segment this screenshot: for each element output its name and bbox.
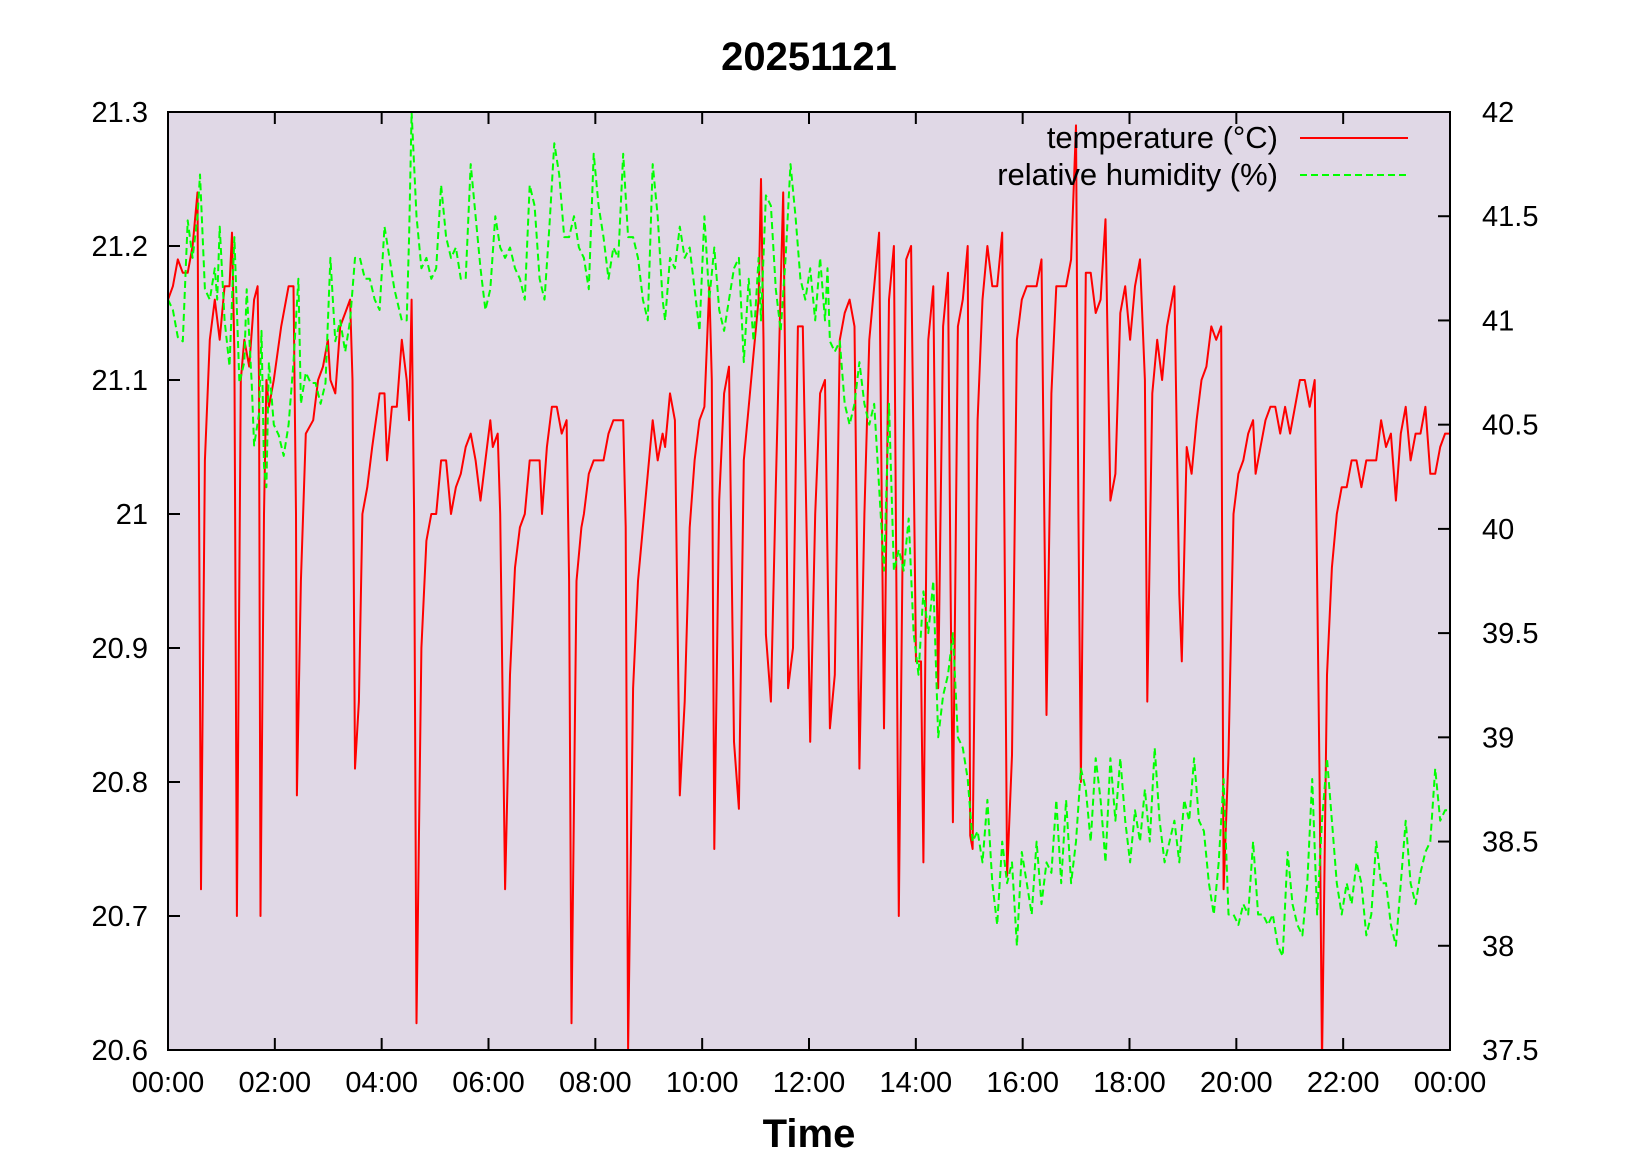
x-tick-label: 18:00 bbox=[1093, 1067, 1166, 1099]
y-tick-label: 21.3 bbox=[92, 97, 148, 129]
legend-label: relative humidity (%) bbox=[997, 157, 1278, 192]
legend-label: temperature (°C) bbox=[1047, 120, 1278, 155]
y2-tick-label: 39.5 bbox=[1482, 618, 1538, 650]
axes-layer: 00:00 02:00 04:00 06:00 08:00 10:00 12:00 14:00… bbox=[92, 97, 1539, 1099]
x-tick-label: 14:00 bbox=[880, 1067, 953, 1099]
chart-title: 20251121 bbox=[721, 35, 897, 79]
x-tick-label: 16:00 bbox=[986, 1067, 1059, 1099]
y2-tick-label: 40 bbox=[1482, 514, 1514, 546]
y2-tick-label: 41.5 bbox=[1482, 201, 1538, 233]
y-tick-label: 21.1 bbox=[92, 365, 148, 397]
x-tick-label: 20:00 bbox=[1200, 1067, 1273, 1099]
temperature-series-line bbox=[168, 124, 1450, 1050]
x-tick-label: 12:00 bbox=[773, 1067, 846, 1099]
y-tick-label: 21 bbox=[116, 499, 148, 531]
y-tick-label: 20.8 bbox=[92, 767, 148, 799]
x-tick-label: 00:00 bbox=[1414, 1067, 1487, 1099]
y2-tick-label: 39 bbox=[1482, 722, 1514, 754]
x-tick-label: 02:00 bbox=[239, 1067, 312, 1099]
x-tick-label: 22:00 bbox=[1307, 1067, 1380, 1099]
y2-tick-label: 38 bbox=[1482, 931, 1514, 963]
x-tick-label: 00:00 bbox=[132, 1067, 205, 1099]
x-tick-label: 10:00 bbox=[666, 1067, 739, 1099]
x-tick-label: 08:00 bbox=[559, 1067, 632, 1099]
y-tick-label: 20.6 bbox=[92, 1035, 148, 1067]
x-axis-label: Time bbox=[763, 1112, 856, 1155]
y2-tick-label: 41 bbox=[1482, 305, 1514, 337]
y-tick-label: 20.9 bbox=[92, 633, 148, 665]
humidity-series-line bbox=[168, 112, 1450, 958]
x-tick-label: 06:00 bbox=[452, 1067, 525, 1099]
y-tick-label: 20.7 bbox=[92, 901, 148, 933]
y2-tick-label: 40.5 bbox=[1482, 410, 1538, 442]
y2-tick-label: 38.5 bbox=[1482, 827, 1538, 859]
y2-tick-label: 37.5 bbox=[1482, 1035, 1538, 1067]
series-layer bbox=[168, 112, 1450, 1050]
y2-tick-label: 42 bbox=[1482, 97, 1514, 129]
y-tick-label: 21.2 bbox=[92, 231, 148, 263]
legend: temperature (°C)relative humidity (%) bbox=[997, 120, 1408, 192]
x-tick-label: 04:00 bbox=[345, 1067, 418, 1099]
